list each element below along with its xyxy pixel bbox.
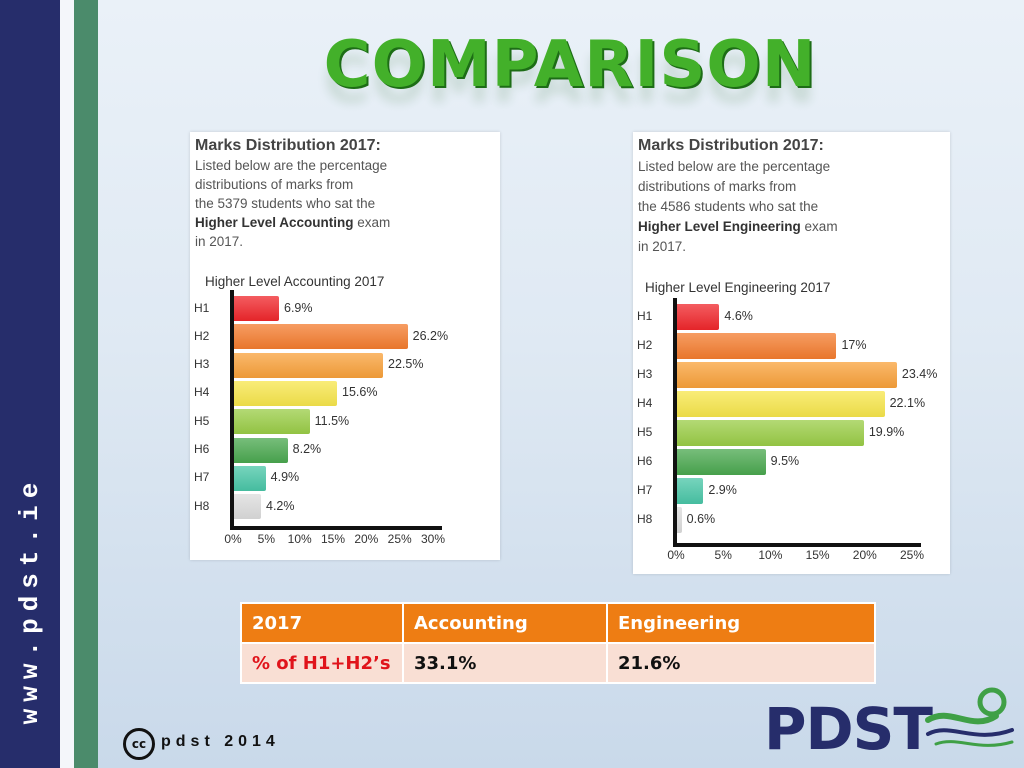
- category-label: H5: [194, 413, 210, 428]
- category-label: H7: [637, 483, 653, 497]
- data-label: 17%: [841, 338, 867, 352]
- bar-h6: [233, 437, 288, 463]
- data-label: 8.2%: [292, 442, 322, 456]
- category-label: H6: [637, 454, 653, 468]
- data-label: 22.1%: [889, 396, 926, 410]
- x-tick-label: 5%: [714, 548, 732, 562]
- engineering-panel: Marks Distribution 2017: Listed below ar…: [633, 132, 950, 574]
- data-label: 22.5%: [388, 357, 424, 372]
- x-tick-label: 20%: [852, 548, 877, 562]
- category-label: H6: [194, 442, 210, 456]
- data-label: 15.6%: [342, 385, 378, 400]
- bar-h5: [676, 420, 864, 446]
- x-tick-label: 10%: [758, 548, 783, 562]
- bar-h2: [233, 324, 408, 350]
- footer-text: pdst 2014: [161, 733, 280, 750]
- table-header-cell: 2017: [240, 602, 404, 644]
- category-label: H3: [637, 367, 653, 381]
- table-row-label: % of H1+H2’s: [240, 642, 404, 684]
- bar-h1: [676, 304, 720, 330]
- chart-title: Higher Level Engineering 2017: [645, 280, 831, 295]
- y-axis: [673, 298, 677, 545]
- comparison-table: 2017 Accounting Engineering % of H1+H2’s…: [240, 602, 876, 684]
- data-label: 6.9%: [284, 300, 313, 315]
- bar-h4: [676, 391, 885, 417]
- bar-h5: [233, 409, 310, 435]
- pdst-logo-text: PDST: [764, 695, 933, 763]
- bar-h8: [676, 507, 682, 533]
- accounting-panel: Marks Distribution 2017: Listed below ar…: [190, 132, 500, 560]
- sidebar-band: [0, 0, 60, 768]
- data-label: 4.2%: [266, 498, 295, 513]
- x-tick-label: 10%: [287, 532, 312, 546]
- panel-description: Listed below are the percentage distribu…: [638, 159, 838, 254]
- category-label: H8: [194, 498, 210, 513]
- chart-title: Higher Level Accounting 2017: [205, 274, 385, 289]
- bar-h8: [233, 494, 261, 520]
- data-label: 0.6%: [686, 512, 716, 526]
- category-label: H2: [637, 338, 653, 352]
- creative-commons-icon: cc: [123, 728, 155, 760]
- x-axis: [230, 526, 442, 530]
- category-label: H3: [194, 357, 210, 372]
- table-header-cell: Accounting: [402, 602, 608, 644]
- bar-h7: [233, 465, 266, 491]
- sidebar-divider: [60, 0, 74, 768]
- y-axis: [230, 290, 234, 528]
- table-cell-accounting: 33.1%: [402, 642, 608, 684]
- category-label: H8: [637, 512, 653, 526]
- x-tick-label: 20%: [354, 532, 379, 546]
- category-label: H1: [637, 309, 653, 323]
- bar-h2: [676, 333, 837, 359]
- x-tick-label: 15%: [320, 532, 346, 546]
- category-label: H7: [194, 470, 210, 485]
- bar-h3: [676, 362, 897, 388]
- bar-h4: [233, 380, 337, 406]
- x-axis: [673, 543, 921, 547]
- x-tick-label: 0%: [667, 548, 685, 562]
- pdst-logo-swirl-icon: [925, 687, 1014, 747]
- data-label: 9.5%: [770, 454, 800, 468]
- data-label: 4.6%: [724, 309, 753, 323]
- table-cell-engineering: 21.6%: [606, 642, 876, 684]
- x-tick-label: 5%: [257, 532, 275, 546]
- panel-heading: Marks Distribution 2017:: [195, 137, 381, 154]
- x-tick-label: 25%: [387, 532, 412, 546]
- x-tick-label: 15%: [805, 548, 830, 562]
- bar-h6: [676, 449, 766, 475]
- x-tick-label: 25%: [899, 548, 925, 562]
- category-label: H4: [194, 385, 210, 400]
- table-row: % of H1+H2’s 33.1% 21.6%: [240, 642, 876, 684]
- data-label: 26.2%: [412, 328, 449, 343]
- slide-title: COMPARISON: [323, 28, 817, 102]
- sidebar-accent: [74, 0, 98, 768]
- bar-h1: [233, 296, 279, 321]
- data-label: 4.9%: [270, 470, 300, 485]
- data-label: 2.9%: [708, 483, 737, 497]
- table-header-cell: Engineering: [606, 602, 876, 644]
- data-label: 19.9%: [868, 425, 905, 439]
- bar-h3: [233, 352, 383, 378]
- x-tick-label: 0%: [224, 532, 242, 546]
- bar-h7: [676, 478, 704, 504]
- data-label: 11.5%: [314, 413, 350, 428]
- table-header-row: 2017 Accounting Engineering: [240, 602, 876, 644]
- category-label: H5: [637, 425, 653, 439]
- category-label: H4: [637, 396, 653, 410]
- category-label: H2: [194, 328, 210, 343]
- x-tick-label: 30%: [420, 532, 446, 546]
- website-url[interactable]: www.pdst.ie: [15, 475, 45, 725]
- panel-description: Listed below are the percentage distribu…: [195, 158, 391, 249]
- panel-heading: Marks Distribution 2017:: [638, 137, 824, 154]
- data-label: 23.4%: [901, 367, 938, 381]
- category-label: H1: [194, 300, 210, 315]
